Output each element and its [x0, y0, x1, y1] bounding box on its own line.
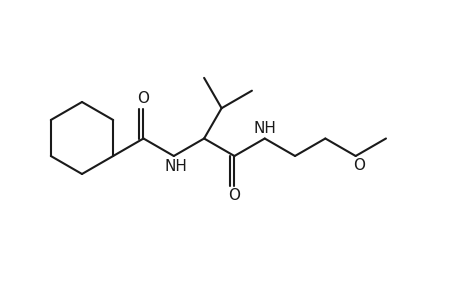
Text: O: O — [137, 91, 149, 106]
Text: NH: NH — [164, 158, 187, 173]
Text: O: O — [228, 188, 240, 203]
Text: O: O — [352, 158, 364, 172]
Text: NH: NH — [253, 121, 275, 136]
